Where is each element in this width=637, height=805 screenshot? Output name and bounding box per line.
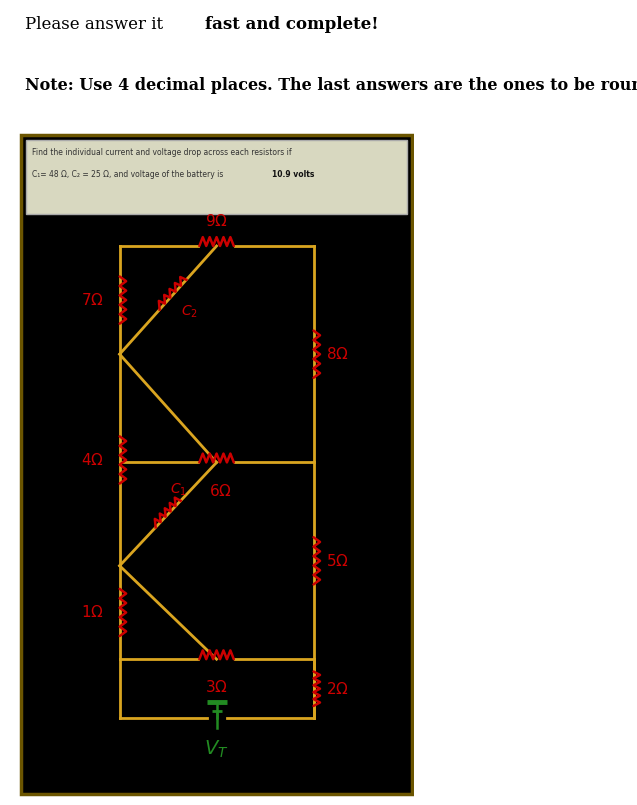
Text: $2\Omega$: $2\Omega$ <box>326 681 349 696</box>
Text: $6\Omega$: $6\Omega$ <box>209 483 232 499</box>
Text: $1\Omega$: $1\Omega$ <box>81 605 103 621</box>
Text: C₁= 48 Ω, C₂ = 25 Ω, and voltage of the battery is: C₁= 48 Ω, C₂ = 25 Ω, and voltage of the … <box>32 170 225 179</box>
Text: Note: Use 4 decimal places. The last answers are the ones to be rounded off.: Note: Use 4 decimal places. The last ans… <box>25 77 637 94</box>
Text: $C_1$: $C_1$ <box>170 482 187 498</box>
Text: $3\Omega$: $3\Omega$ <box>205 679 228 695</box>
Text: $4\Omega$: $4\Omega$ <box>81 452 103 468</box>
Text: $C_2$: $C_2$ <box>181 303 197 320</box>
Text: Please answer it: Please answer it <box>25 16 169 33</box>
Text: $V_T$: $V_T$ <box>204 739 229 760</box>
Text: Find the individual current and voltage drop across each resistors if: Find the individual current and voltage … <box>32 147 291 157</box>
Text: 10.9 volts: 10.9 volts <box>272 170 315 179</box>
Text: $7\Omega$: $7\Omega$ <box>81 292 103 308</box>
Text: $8\Omega$: $8\Omega$ <box>326 346 349 362</box>
Text: $5\Omega$: $5\Omega$ <box>326 553 349 569</box>
Text: $9\Omega$: $9\Omega$ <box>205 213 228 229</box>
Text: fast and complete!: fast and complete! <box>205 16 379 33</box>
Bar <box>26 140 407 214</box>
